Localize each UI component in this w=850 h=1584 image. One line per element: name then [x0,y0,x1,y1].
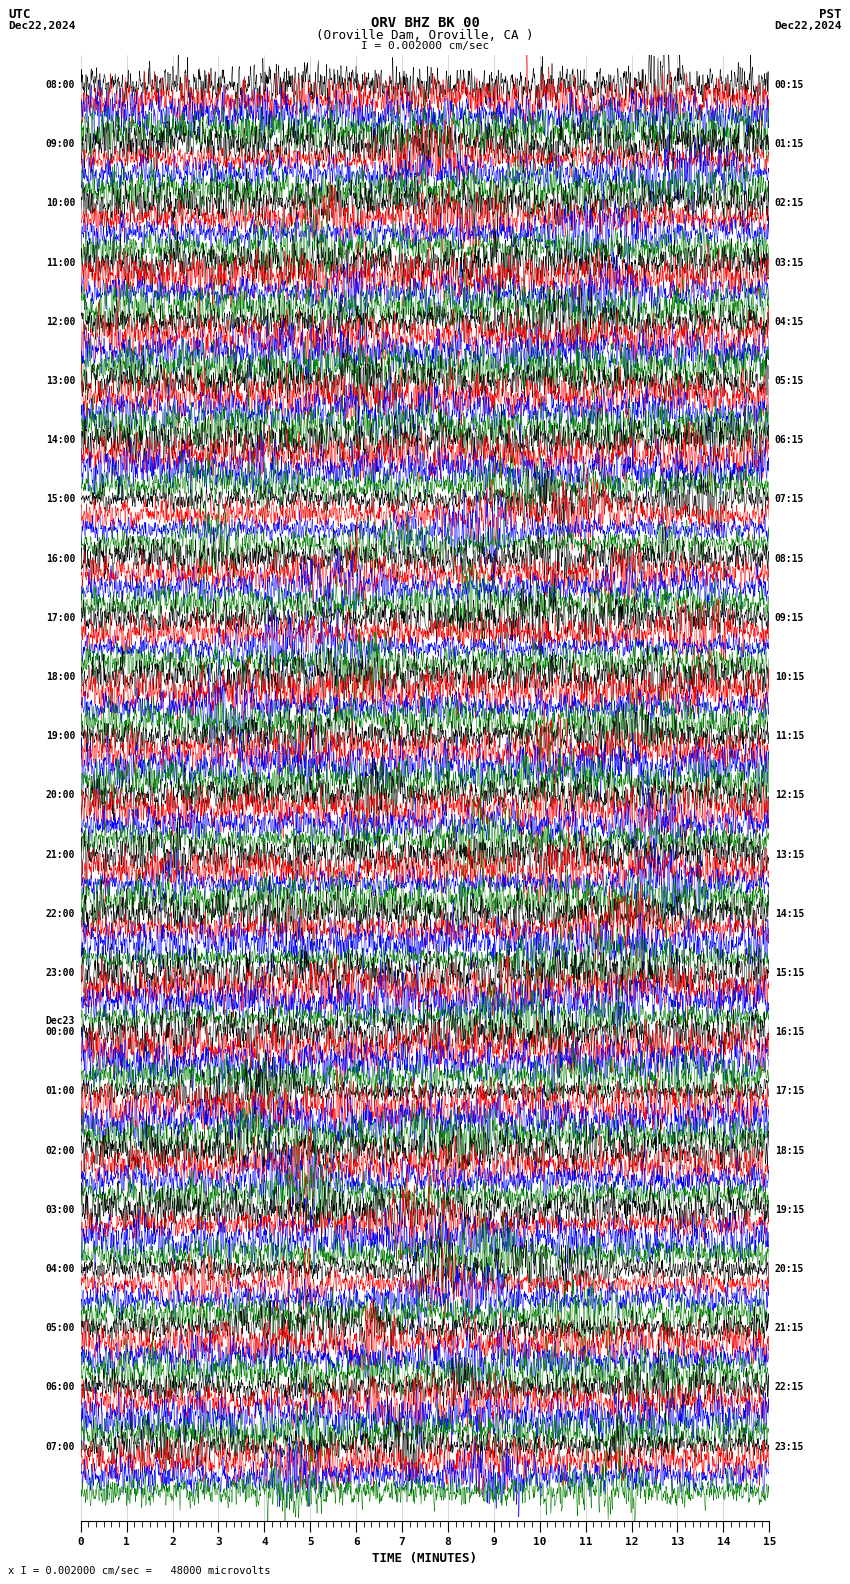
Text: 06:15: 06:15 [775,436,804,445]
Text: 17:00: 17:00 [46,613,75,623]
Text: PST: PST [819,8,842,21]
Text: 19:00: 19:00 [46,732,75,741]
Text: 11:00: 11:00 [46,258,75,268]
Text: Dec22,2024: Dec22,2024 [8,21,76,30]
Text: 20:00: 20:00 [46,790,75,800]
Text: 08:00: 08:00 [46,81,75,90]
Text: 07:15: 07:15 [775,494,804,504]
Text: 16:15: 16:15 [775,1028,804,1038]
Text: ORV BHZ BK 00: ORV BHZ BK 00 [371,16,479,30]
Text: 04:15: 04:15 [775,317,804,326]
Text: 15:00: 15:00 [46,494,75,504]
Text: 23:15: 23:15 [775,1441,804,1451]
Text: 18:00: 18:00 [46,672,75,683]
Text: 20:15: 20:15 [775,1264,804,1274]
Text: 04:00: 04:00 [46,1264,75,1274]
Text: 23:00: 23:00 [46,968,75,977]
Text: 00:15: 00:15 [775,81,804,90]
Text: x I = 0.002000 cm/sec =   48000 microvolts: x I = 0.002000 cm/sec = 48000 microvolts [8,1567,271,1576]
Text: 15:15: 15:15 [775,968,804,977]
Text: 16:00: 16:00 [46,554,75,564]
Text: 18:15: 18:15 [775,1145,804,1156]
Text: 01:15: 01:15 [775,139,804,149]
Text: 09:00: 09:00 [46,139,75,149]
Text: 03:00: 03:00 [46,1205,75,1215]
Text: 14:15: 14:15 [775,909,804,919]
Text: 06:00: 06:00 [46,1383,75,1392]
Text: 14:00: 14:00 [46,436,75,445]
Text: 21:00: 21:00 [46,849,75,860]
Text: 02:15: 02:15 [775,198,804,209]
Text: 13:15: 13:15 [775,849,804,860]
Text: 12:00: 12:00 [46,317,75,326]
Text: (Oroville Dam, Oroville, CA ): (Oroville Dam, Oroville, CA ) [316,29,534,41]
Text: I = 0.002000 cm/sec: I = 0.002000 cm/sec [361,41,489,51]
X-axis label: TIME (MINUTES): TIME (MINUTES) [372,1552,478,1565]
Text: 10:15: 10:15 [775,672,804,683]
Text: 11:15: 11:15 [775,732,804,741]
Text: 17:15: 17:15 [775,1087,804,1096]
Text: UTC: UTC [8,8,31,21]
Text: 07:00: 07:00 [46,1441,75,1451]
Text: 10:00: 10:00 [46,198,75,209]
Text: 12:15: 12:15 [775,790,804,800]
Text: 08:15: 08:15 [775,554,804,564]
Text: 03:15: 03:15 [775,258,804,268]
Text: 13:00: 13:00 [46,375,75,386]
Text: 05:15: 05:15 [775,375,804,386]
Text: 09:15: 09:15 [775,613,804,623]
Text: 01:00: 01:00 [46,1087,75,1096]
Text: 05:00: 05:00 [46,1323,75,1334]
Text: 22:00: 22:00 [46,909,75,919]
Text: 02:00: 02:00 [46,1145,75,1156]
Text: Dec22,2024: Dec22,2024 [774,21,842,30]
Text: 22:15: 22:15 [775,1383,804,1392]
Text: 19:15: 19:15 [775,1205,804,1215]
Text: 00:00: 00:00 [46,1028,75,1038]
Text: Dec23: Dec23 [46,1015,75,1026]
Text: 21:15: 21:15 [775,1323,804,1334]
